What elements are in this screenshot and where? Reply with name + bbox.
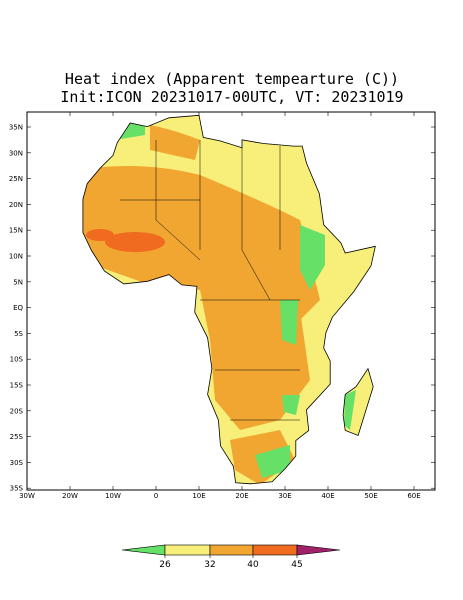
lat-label: 30S	[10, 459, 24, 467]
map-frame	[26, 111, 436, 491]
colorbar-label: 40	[247, 560, 259, 570]
lon-label: 10W	[105, 492, 121, 500]
coastline	[82, 114, 376, 485]
lat-label: 15S	[10, 382, 24, 390]
heat-index-field	[82, 115, 376, 484]
lat-label: 25S	[10, 433, 24, 441]
lat-label: 35S	[10, 485, 24, 493]
map-title: Heat index (Apparent tempearture (C))	[65, 70, 399, 88]
lat-label: 30N	[9, 149, 23, 157]
lat-label: 10N	[9, 253, 23, 261]
lon-label: 50E	[364, 492, 377, 500]
map-subtitle: Init:ICON 20231017-00UTC, VT: 20231019	[60, 88, 403, 106]
lat-label: EQ	[13, 304, 23, 312]
lat-label: 5N	[13, 278, 23, 286]
colorbar-label: 26	[159, 560, 171, 570]
lon-label: 40E	[321, 492, 334, 500]
colorbar-label: 32	[204, 560, 215, 570]
lon-label: 60E	[407, 492, 420, 500]
lon-label: 30E	[278, 492, 291, 500]
lat-label: 20N	[9, 201, 23, 209]
lat-label: 35N	[9, 124, 23, 132]
lat-label: 20S	[10, 407, 24, 415]
lat-label: 15N	[9, 227, 23, 235]
colorbar	[121, 544, 341, 556]
colorbar-label: 45	[291, 560, 302, 570]
lon-label: 20W	[62, 492, 78, 500]
lon-label: 30W	[19, 492, 35, 500]
lon-label: 20E	[235, 492, 248, 500]
lat-label: 5S	[14, 330, 23, 338]
lat-label: 10S	[10, 356, 24, 364]
lat-label: 25N	[9, 175, 23, 183]
lon-label: 10E	[192, 492, 205, 500]
lon-label: 0	[154, 492, 158, 500]
